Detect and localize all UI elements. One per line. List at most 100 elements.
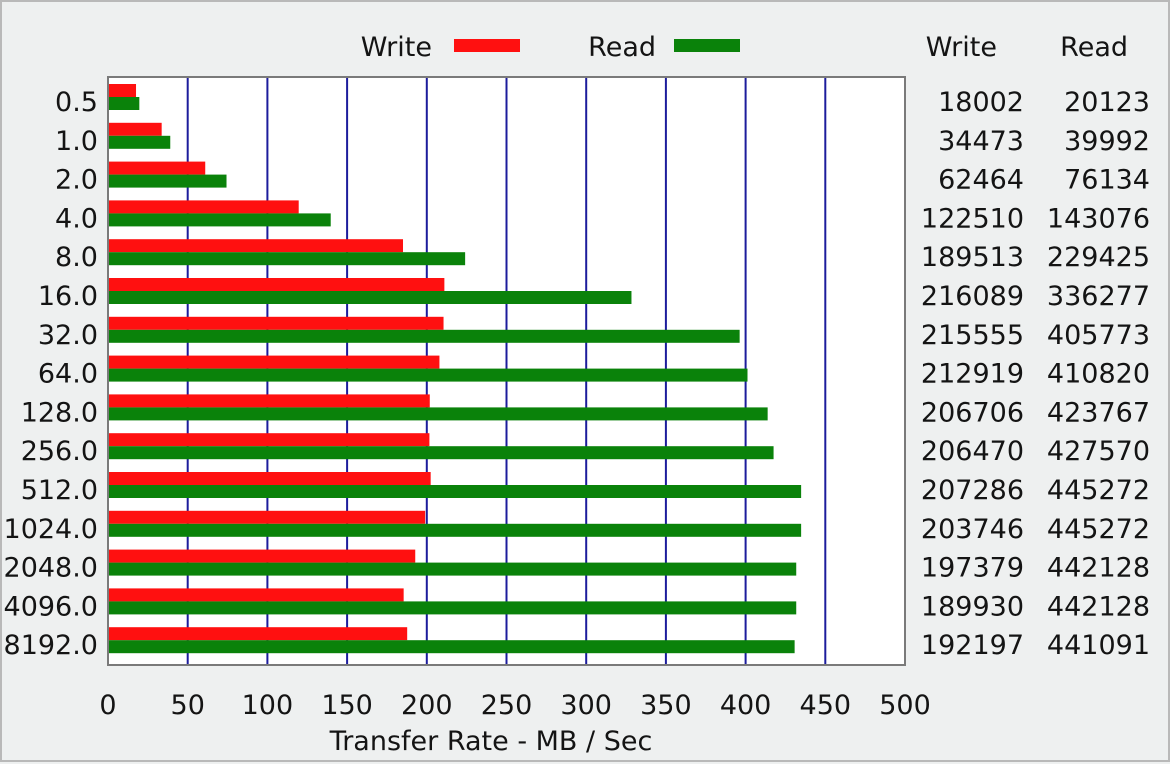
y-tick-labels: 0.5 1.0 2.0 4.0 8.0 16.0 32.0 64.0 128.0 256.0 512… bbox=[4, 87, 98, 661]
write-value: 215555 bbox=[921, 320, 1024, 351]
legend-read-swatch bbox=[674, 39, 740, 52]
write-value: 192197 bbox=[921, 630, 1024, 661]
write-value: 189930 bbox=[921, 591, 1024, 622]
read-bar bbox=[109, 562, 797, 576]
write-bar bbox=[109, 472, 431, 485]
write-value: 207286 bbox=[921, 475, 1024, 506]
x-tick-label: 100 bbox=[242, 690, 294, 721]
y-tick-label: 8192.0 bbox=[4, 630, 98, 661]
read-value: 442128 bbox=[1047, 591, 1150, 622]
write-value: 189513 bbox=[921, 242, 1024, 273]
y-tick-label: 512.0 bbox=[21, 475, 98, 506]
read-bar bbox=[109, 446, 774, 460]
read-bar bbox=[109, 601, 797, 615]
read-bar bbox=[109, 640, 795, 654]
y-tick-label: 1024.0 bbox=[4, 514, 98, 545]
read-value: 229425 bbox=[1047, 242, 1150, 273]
write-bar bbox=[109, 627, 408, 641]
read-bar bbox=[109, 407, 768, 421]
table-header-read: Read bbox=[1060, 32, 1128, 63]
read-bar bbox=[109, 523, 802, 537]
read-bar bbox=[109, 329, 740, 343]
read-value: 143076 bbox=[1047, 203, 1150, 234]
x-tick-label: 250 bbox=[481, 690, 533, 721]
write-value: 216089 bbox=[921, 281, 1024, 312]
x-tick-label: 0 bbox=[99, 690, 116, 721]
y-tick-label: 16.0 bbox=[38, 281, 98, 312]
write-bar bbox=[109, 200, 299, 214]
write-value: 122510 bbox=[921, 203, 1024, 234]
x-tick-label: 50 bbox=[171, 690, 205, 721]
read-value: 336277 bbox=[1047, 281, 1150, 312]
y-tick-label: 2048.0 bbox=[4, 553, 98, 584]
read-value: 441091 bbox=[1047, 630, 1150, 661]
write-bar bbox=[109, 549, 416, 563]
write-bar bbox=[109, 239, 404, 253]
write-value: 203746 bbox=[921, 514, 1024, 545]
write-value: 34473 bbox=[938, 126, 1024, 157]
y-tick-label: 4.0 bbox=[55, 203, 98, 234]
write-value: 206470 bbox=[921, 436, 1024, 467]
y-tick-label: 0.5 bbox=[55, 87, 98, 118]
read-value: 20123 bbox=[1064, 87, 1150, 118]
y-tick-label: 256.0 bbox=[21, 436, 98, 467]
read-value: 423767 bbox=[1047, 397, 1150, 428]
write-bar bbox=[109, 122, 162, 136]
write-bar bbox=[109, 588, 404, 602]
read-bar bbox=[109, 252, 466, 266]
y-tick-label: 128.0 bbox=[21, 397, 98, 428]
read-value: 442128 bbox=[1047, 553, 1150, 584]
y-tick-label: 2.0 bbox=[55, 165, 98, 196]
read-value: 410820 bbox=[1047, 359, 1150, 390]
x-tick-label: 200 bbox=[401, 690, 453, 721]
write-value: 62464 bbox=[938, 165, 1024, 196]
x-tick-label: 350 bbox=[640, 690, 692, 721]
read-bar bbox=[109, 97, 140, 110]
x-tick-labels: 0 50 100 150 200 250 300 350 400 450 500 bbox=[99, 690, 930, 721]
legend: Write Read bbox=[361, 32, 740, 63]
read-value: 39992 bbox=[1064, 126, 1150, 157]
read-bar bbox=[109, 291, 632, 304]
read-value: 405773 bbox=[1047, 320, 1150, 351]
y-tick-label: 8.0 bbox=[55, 242, 98, 273]
y-tick-label: 32.0 bbox=[38, 320, 98, 351]
legend-read-label: Read bbox=[588, 32, 656, 63]
x-tick-label: 150 bbox=[321, 690, 373, 721]
write-bar bbox=[109, 84, 137, 97]
bars bbox=[109, 84, 802, 654]
x-tick-label: 450 bbox=[800, 690, 852, 721]
read-value: 445272 bbox=[1047, 475, 1150, 506]
legend-write-swatch bbox=[454, 39, 520, 52]
x-tick-label: 400 bbox=[720, 690, 772, 721]
table-header-write: Write bbox=[926, 32, 997, 63]
write-bar bbox=[109, 394, 430, 408]
write-bar bbox=[109, 510, 426, 524]
x-tick-label: 300 bbox=[560, 690, 612, 721]
write-bar bbox=[109, 316, 444, 330]
y-tick-label: 1.0 bbox=[55, 126, 98, 157]
x-tick-label: 500 bbox=[879, 690, 931, 721]
x-axis-title: Transfer Rate - MB / Sec bbox=[329, 726, 653, 757]
read-value: 445272 bbox=[1047, 514, 1150, 545]
read-value: 427570 bbox=[1047, 436, 1150, 467]
values-table: 18002 20123 34473 39992 62464 76134 122510 1430… bbox=[921, 87, 1150, 661]
read-bar bbox=[109, 174, 227, 188]
y-tick-label: 4096.0 bbox=[4, 591, 98, 622]
write-value: 206706 bbox=[921, 397, 1024, 428]
write-bar bbox=[109, 433, 430, 447]
legend-write-label: Write bbox=[361, 32, 432, 63]
read-bar bbox=[109, 368, 748, 382]
read-bar bbox=[109, 135, 171, 149]
write-bar bbox=[109, 278, 445, 291]
write-value: 18002 bbox=[938, 87, 1024, 118]
write-bar bbox=[109, 161, 206, 175]
write-value: 212919 bbox=[921, 359, 1024, 390]
read-bar bbox=[109, 485, 802, 498]
write-bar bbox=[109, 355, 440, 369]
write-value: 197379 bbox=[921, 553, 1024, 584]
y-tick-label: 64.0 bbox=[38, 359, 98, 390]
read-value: 76134 bbox=[1064, 165, 1150, 196]
read-bar bbox=[109, 213, 331, 227]
